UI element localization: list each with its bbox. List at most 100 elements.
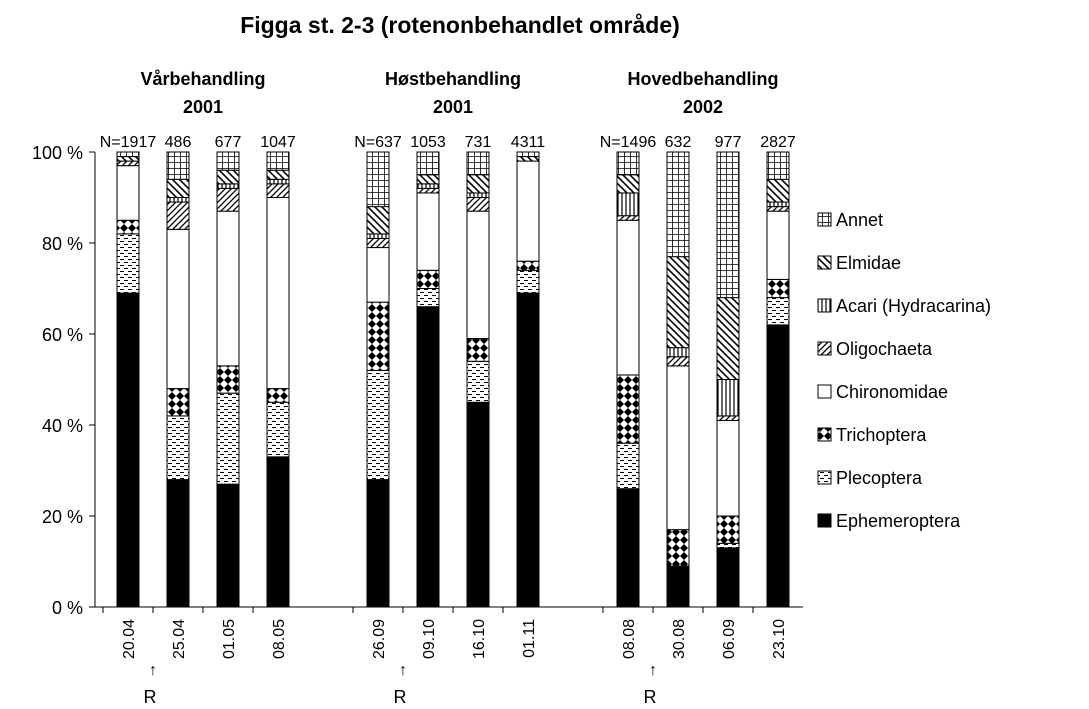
legend-label: Elmidae bbox=[836, 253, 901, 273]
bar-segment bbox=[116, 160, 140, 167]
bar-segment bbox=[416, 192, 440, 271]
x-tick-label: 26.09 bbox=[371, 619, 388, 659]
group-title: Hovedbehandling bbox=[627, 69, 778, 89]
bar-segment bbox=[466, 197, 490, 212]
n-label: 731 bbox=[465, 134, 492, 151]
bar-segment bbox=[266, 456, 290, 608]
bar-segment bbox=[616, 219, 640, 376]
bar-segment bbox=[266, 169, 290, 180]
bar-segment bbox=[166, 201, 190, 230]
x-tick-label: 09.10 bbox=[421, 619, 438, 659]
bar-segment bbox=[366, 479, 390, 608]
legend-label: Acari (Hydracarina) bbox=[836, 296, 991, 316]
n-label: 486 bbox=[165, 134, 192, 151]
y-tick-label: 100 % bbox=[32, 143, 83, 163]
bar-segment bbox=[116, 219, 140, 235]
bar-segment bbox=[766, 206, 790, 212]
group-title: Høstbehandling bbox=[385, 69, 521, 89]
bar-segment bbox=[416, 174, 440, 185]
arrow: ↑ bbox=[149, 662, 157, 679]
bar-segment bbox=[366, 301, 390, 371]
treatment-mark: R bbox=[394, 687, 407, 707]
bar-segment bbox=[366, 247, 390, 303]
legend-swatch bbox=[817, 341, 832, 356]
y-tick-label: 20 % bbox=[42, 507, 83, 527]
bar-segment bbox=[216, 365, 240, 394]
bar-segment bbox=[216, 183, 240, 189]
legend-label: Plecoptera bbox=[836, 468, 923, 488]
bar-segment bbox=[716, 515, 740, 544]
legend-swatch bbox=[817, 212, 832, 227]
bar-segment bbox=[616, 151, 640, 176]
bar-segment bbox=[266, 197, 290, 390]
legend-swatch bbox=[817, 255, 832, 270]
bar-segment bbox=[266, 401, 290, 458]
arrow: ↑ bbox=[649, 662, 657, 679]
x-tick-label: 01.05 bbox=[221, 619, 238, 659]
bar-segment bbox=[516, 292, 540, 608]
bar-segment bbox=[416, 269, 440, 289]
group-title: 2001 bbox=[183, 97, 223, 117]
bar-segment bbox=[716, 297, 740, 381]
bar-segment bbox=[416, 187, 440, 194]
bar-segment bbox=[366, 206, 390, 235]
bar-segment bbox=[466, 210, 490, 340]
bar-segment bbox=[466, 401, 490, 608]
bar-segment bbox=[616, 174, 640, 194]
bar-segment bbox=[166, 479, 190, 608]
legend-label: Ephemeroptera bbox=[836, 511, 961, 531]
chart-title: Figga st. 2-3 (rotenonbehandlet område) bbox=[240, 12, 680, 38]
bar-segment bbox=[766, 151, 790, 180]
bar-segment bbox=[266, 183, 290, 199]
x-tick-label: 20.04 bbox=[121, 619, 138, 659]
bar-segment bbox=[766, 324, 790, 608]
n-label: 977 bbox=[715, 134, 742, 151]
bar-segment bbox=[766, 278, 790, 299]
bar-segment bbox=[666, 565, 690, 608]
legend-label: Oligochaeta bbox=[836, 339, 933, 359]
bar-segment bbox=[516, 269, 540, 294]
legend-label: Annet bbox=[836, 210, 883, 230]
n-label: 677 bbox=[215, 134, 242, 151]
bar-segment bbox=[116, 165, 140, 221]
bar-segment bbox=[716, 547, 740, 608]
bar-segment bbox=[216, 483, 240, 608]
bar-segment bbox=[616, 374, 640, 444]
bar-segment bbox=[166, 197, 190, 203]
bar-segment bbox=[716, 419, 740, 517]
n-label: N=637 bbox=[354, 134, 402, 151]
x-tick-label: 08.08 bbox=[621, 619, 638, 659]
legend-swatch bbox=[817, 298, 832, 313]
bar-segment bbox=[666, 256, 690, 349]
group-title: Vårbehandling bbox=[140, 69, 265, 89]
arrow: ↑ bbox=[399, 662, 407, 679]
bar-segment bbox=[666, 347, 690, 358]
y-tick-label: 40 % bbox=[42, 416, 83, 436]
x-tick-label: 08.05 bbox=[271, 619, 288, 659]
bar-segment bbox=[366, 233, 390, 239]
bar-segment bbox=[466, 338, 490, 362]
bar-segment bbox=[466, 151, 490, 176]
bar-segment bbox=[116, 292, 140, 608]
bar-segment bbox=[116, 233, 140, 294]
bar-segment bbox=[216, 151, 240, 171]
bar-segment bbox=[716, 415, 740, 421]
n-label: N=1496 bbox=[600, 134, 657, 151]
bar-segment bbox=[266, 178, 290, 185]
x-tick-label: 30.08 bbox=[671, 619, 688, 659]
bar-segment bbox=[366, 369, 390, 481]
n-label: 2827 bbox=[760, 134, 796, 151]
legend-label: Trichoptera bbox=[836, 425, 927, 445]
bar-segment bbox=[616, 215, 640, 221]
treatment-mark: R bbox=[144, 687, 157, 707]
legend-swatch bbox=[817, 513, 832, 528]
n-label: 4311 bbox=[511, 134, 546, 151]
bar-segment bbox=[616, 192, 640, 217]
x-tick-label: 25.04 bbox=[171, 619, 188, 659]
legend-swatch bbox=[817, 427, 832, 442]
bar-segment bbox=[166, 151, 190, 180]
bar-segment bbox=[266, 151, 290, 171]
bar-segment bbox=[116, 156, 140, 162]
